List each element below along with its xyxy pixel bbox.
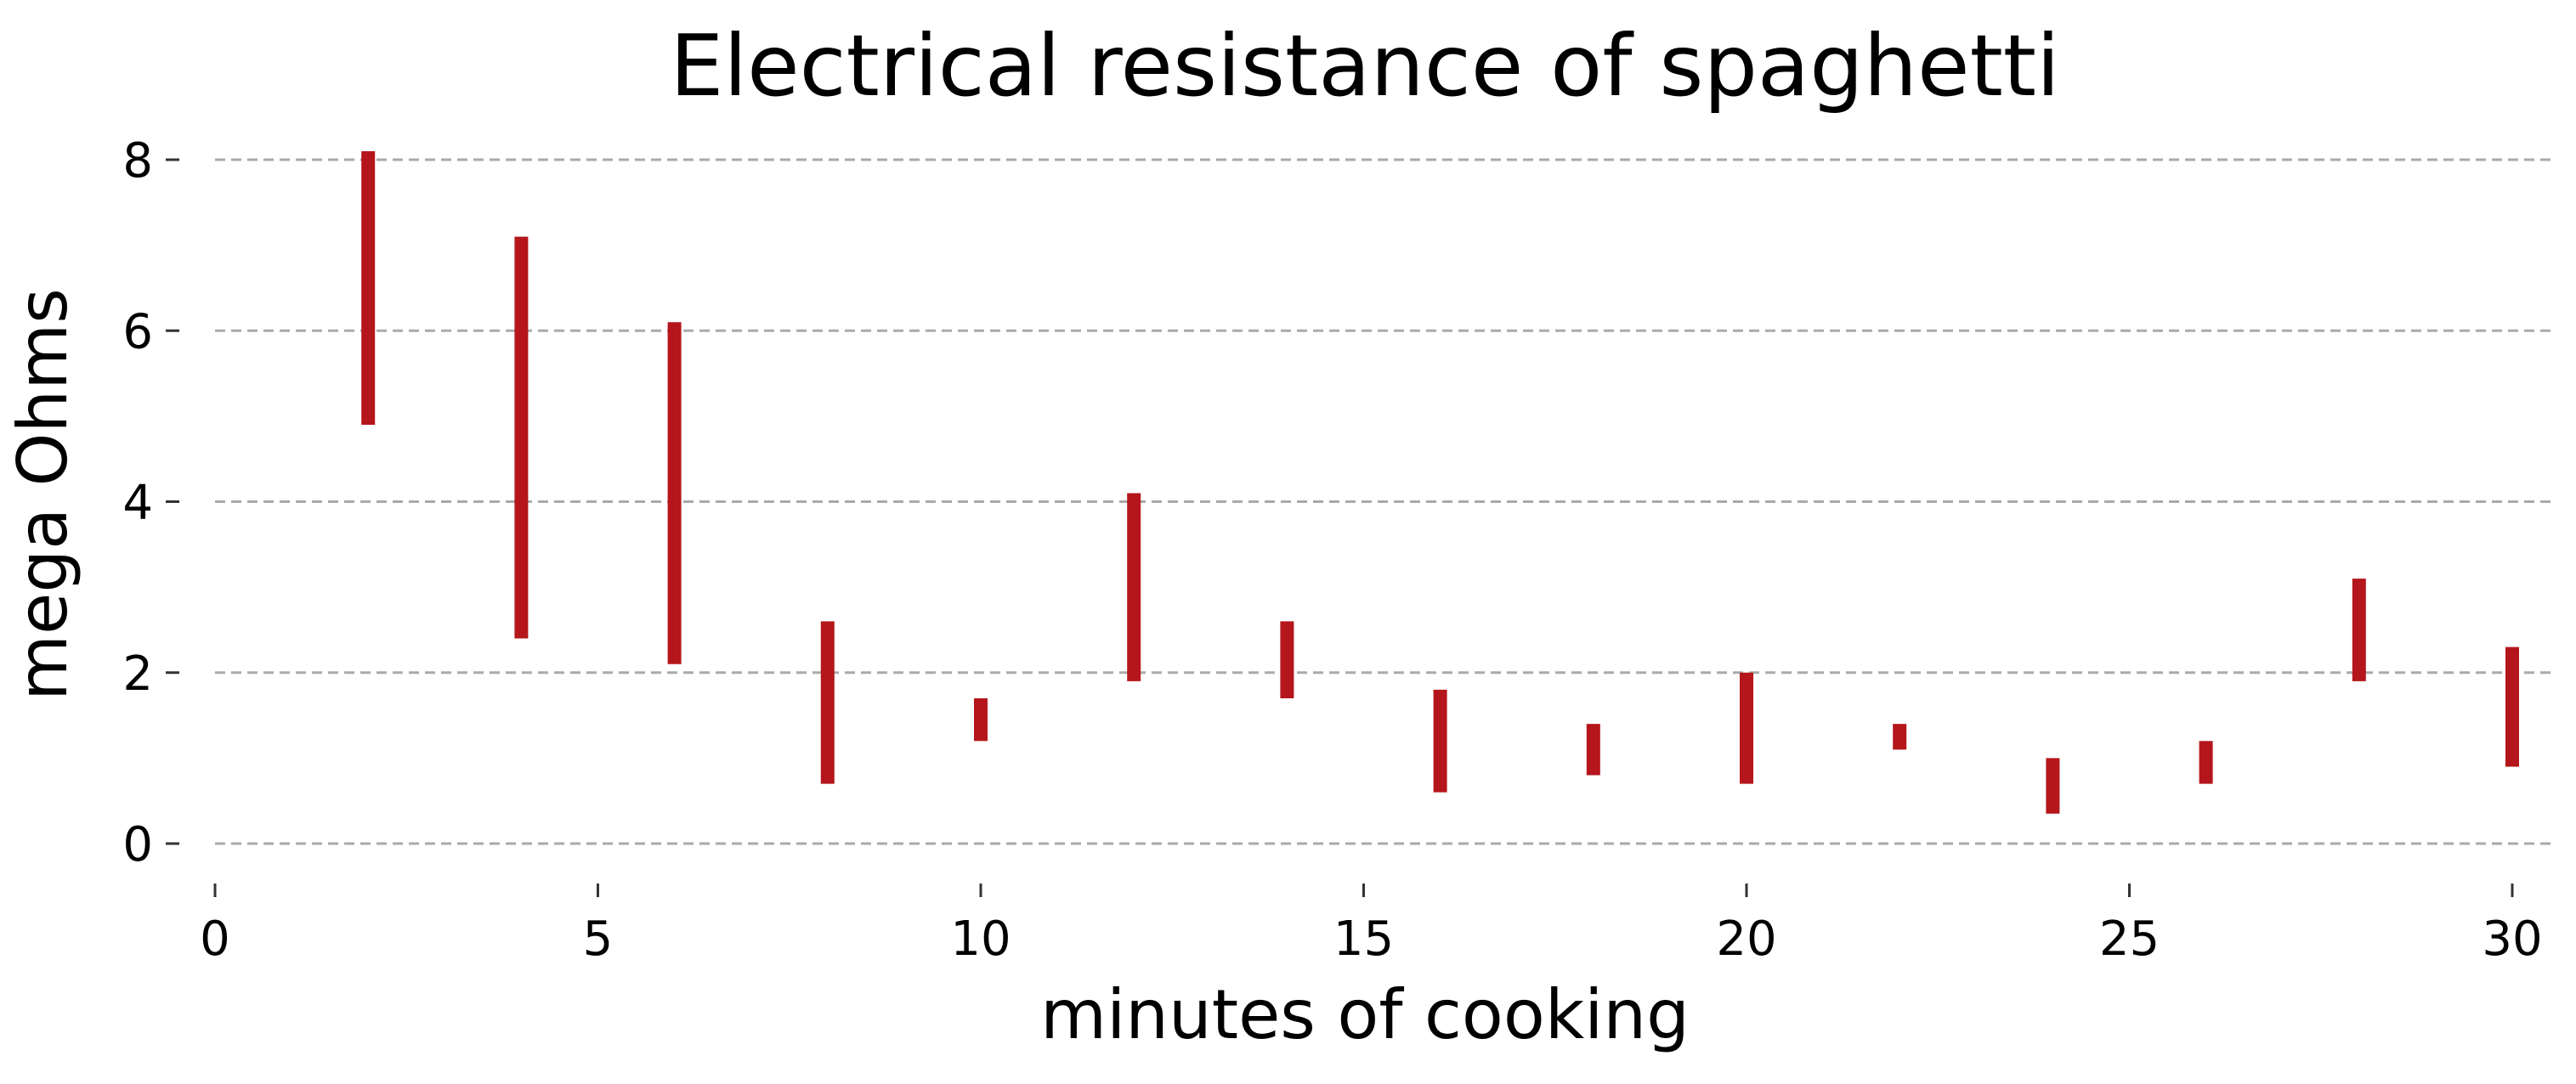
x-tick-label-20: 20 bbox=[1716, 912, 1776, 967]
y-tick-label-6: 6 bbox=[122, 304, 153, 359]
chart-title: Electrical resistance of spaghetti bbox=[670, 16, 2060, 116]
x-axis-label: minutes of cooking bbox=[1040, 975, 1690, 1054]
y-tick-label-0: 0 bbox=[122, 817, 153, 872]
gridlines bbox=[215, 158, 2554, 845]
x-tick-label-5: 5 bbox=[583, 912, 614, 967]
x-tick-label-10: 10 bbox=[950, 912, 1011, 967]
bars bbox=[361, 150, 2519, 814]
y-axis-ticks: 0 2 4 6 8 bbox=[122, 133, 179, 872]
x-tick-label-25: 25 bbox=[2099, 912, 2160, 967]
x-tick-label-0: 0 bbox=[200, 912, 230, 967]
y-tick-label-2: 2 bbox=[122, 646, 153, 702]
y-tick-label-8: 8 bbox=[122, 133, 153, 189]
y-tick-label-4: 4 bbox=[122, 476, 153, 531]
x-tick-label-15: 15 bbox=[1333, 912, 1394, 967]
x-axis-ticks: 0 5 10 15 20 25 30 bbox=[200, 884, 2543, 967]
y-axis-label: mega Ohms bbox=[3, 288, 82, 701]
x-tick-label-30: 30 bbox=[2482, 912, 2542, 967]
